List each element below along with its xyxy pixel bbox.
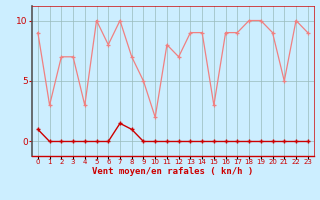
X-axis label: Vent moyen/en rafales ( kn/h ): Vent moyen/en rafales ( kn/h ) <box>92 167 253 176</box>
